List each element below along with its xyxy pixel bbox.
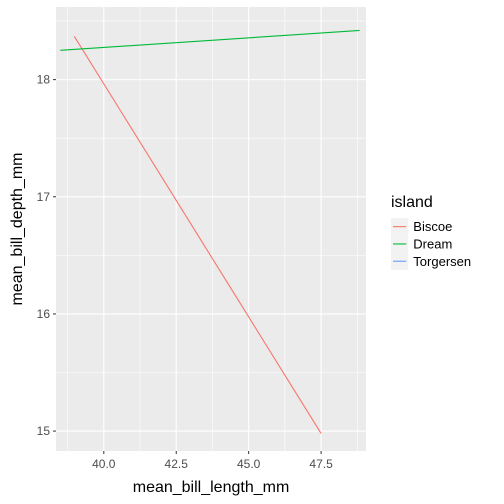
legend-label-dream: Dream — [413, 236, 452, 251]
y-tick-label: 18 — [37, 73, 51, 87]
minor-gridlines — [56, 7, 366, 451]
x-axis-ticks: 40.0 42.5 45.0 47.5 — [92, 451, 333, 471]
y-tick-label: 15 — [37, 424, 51, 438]
legend-label-biscoe: Biscoe — [413, 219, 452, 234]
y-axis-ticks: 15 16 17 18 — [37, 73, 56, 438]
series-lines — [60, 29, 360, 434]
y-tick-label: 17 — [37, 190, 51, 204]
x-axis-title: mean_bill_length_mm — [133, 479, 290, 496]
legend: island Biscoe Dream Torgersen — [391, 194, 471, 270]
x-tick-label: 47.5 — [309, 457, 333, 471]
legend-label-torgersen: Torgersen — [413, 254, 471, 269]
major-gridlines — [56, 7, 366, 451]
legend-title: island — [391, 194, 433, 211]
x-tick-label: 42.5 — [165, 457, 189, 471]
x-tick-label: 40.0 — [92, 457, 116, 471]
y-tick-label: 16 — [37, 307, 51, 321]
x-tick-label: 45.0 — [237, 457, 261, 471]
series-line-dream — [60, 29, 360, 51]
plot-panel — [56, 7, 366, 451]
y-axis-title: mean_bill_depth_mm — [9, 153, 26, 306]
series-line-biscoe — [73, 35, 322, 434]
